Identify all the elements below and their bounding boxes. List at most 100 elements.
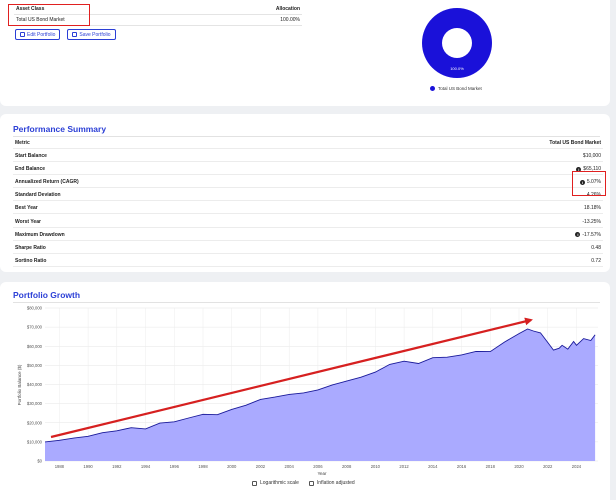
allocation-header-row: Asset Class Allocation	[14, 4, 302, 15]
metric-value: $65,110	[583, 166, 601, 173]
metric-value: 0.48	[591, 244, 601, 251]
x-tick-label: 2004	[285, 464, 295, 469]
y-tick-label: $60,000	[27, 344, 43, 349]
table-row: Sortino Ratio 0.72	[13, 256, 603, 267]
edit-icon	[20, 32, 25, 37]
edit-portfolio-button[interactable]: Edit Portfolio	[15, 29, 61, 40]
donut-slice-label: 100.0%	[450, 66, 464, 71]
x-tick-label: 1996	[170, 464, 180, 469]
growth-line	[44, 328, 596, 443]
x-tick-label: 2014	[428, 464, 438, 469]
metric-label: Sortino Ratio	[15, 257, 47, 264]
table-row: End Balance i $65,110	[13, 164, 603, 176]
series-header: Total US Bond Market	[549, 140, 601, 146]
growth-title: Portfolio Growth	[13, 290, 81, 300]
metric-label: Worst Year	[15, 218, 41, 225]
metric-value: 0.72	[591, 257, 601, 264]
y-tick-label: $10,000	[27, 439, 43, 444]
x-tick-label: 2006	[313, 464, 323, 469]
metric-value: 5.07%	[586, 179, 601, 186]
metric-value: -13.25%	[582, 218, 601, 225]
x-tick-label: 1994	[141, 464, 151, 469]
x-tick-label: 1998	[198, 464, 208, 469]
x-tick-label: 1990	[83, 464, 93, 469]
x-tick-label: 2024	[572, 464, 582, 469]
x-tick-label: 2002	[256, 464, 266, 469]
metric-label: Sharpe Ratio	[15, 244, 46, 251]
metric-value: -17.57%	[582, 231, 601, 238]
x-tick-label: 2008	[342, 464, 352, 469]
metric-value-cell: 0.72	[591, 258, 603, 264]
y-tick-label: $80,000	[27, 306, 43, 311]
y-tick-label: $70,000	[27, 325, 43, 330]
metric-value-cell: 18.18%	[584, 205, 603, 211]
metric-label: Best Year	[15, 205, 38, 212]
allocation-donut-chart	[422, 8, 492, 78]
inflation-adjusted-checkbox[interactable]: Inflation adjusted	[308, 480, 355, 486]
legend-dot-icon	[430, 86, 435, 91]
metric-label: Maximum Drawdown	[15, 231, 65, 238]
donut-legend[interactable]: Total US Bond Market	[430, 86, 482, 91]
metric-value-cell: $10,000	[583, 153, 603, 159]
table-row: Worst Year -13.25%	[13, 217, 603, 228]
y-axis-label: Portfolio Balance ($)	[17, 364, 22, 405]
x-axis-label: Year	[317, 471, 327, 476]
save-icon	[72, 32, 78, 37]
table-row: Start Balance $10,000	[13, 151, 603, 162]
metric-value-cell: i $65,110	[576, 166, 603, 172]
edit-portfolio-label: Edit Portfolio	[27, 31, 56, 38]
y-tick-label: $0	[37, 459, 42, 464]
metric-value-cell: i -17.57%	[575, 232, 603, 238]
allocation-table: Asset Class Allocation Total US Bond Mar…	[14, 4, 302, 26]
metric-header: Metric	[15, 140, 30, 146]
legend-label: Total US Bond Market	[438, 86, 482, 91]
x-tick-label: 1988	[55, 464, 65, 469]
inflation-adjusted-label: Inflation adjusted	[316, 480, 355, 486]
metric-value-cell: 0.48	[591, 245, 603, 251]
growth-divider	[13, 302, 600, 303]
checkbox-icon	[308, 480, 314, 486]
y-tick-label: $20,000	[27, 420, 43, 425]
metric-label: Annualized Return (CAGR)	[15, 179, 79, 186]
table-row: Maximum Drawdown i -17.57%	[13, 230, 603, 241]
trend-arrow	[50, 317, 533, 439]
x-tick-label: 2020	[514, 464, 524, 469]
y-tick-label: $50,000	[27, 363, 43, 368]
x-tick-label: 2022	[543, 464, 553, 469]
allocation-card: Asset Class Allocation Total US Bond Mar…	[0, 0, 610, 106]
table-row: Annualized Return (CAGR) i 5.07%	[13, 177, 603, 189]
metric-value: 18.18%	[584, 205, 601, 212]
table-row: Total US Bond Market 100.00%	[14, 15, 302, 26]
metric-label: Start Balance	[15, 153, 47, 159]
x-tick-label: 2012	[399, 464, 409, 469]
info-icon[interactable]: i	[576, 166, 582, 172]
x-tick-label: 1992	[112, 464, 122, 469]
growth-area	[45, 329, 596, 461]
y-tick-label: $40,000	[27, 382, 43, 387]
metric-value-cell: i 5.07%	[579, 179, 603, 186]
x-tick-label: 2018	[486, 464, 496, 469]
x-tick-label: 2010	[371, 464, 381, 469]
y-tick-label: $30,000	[27, 401, 43, 406]
asset-allocation-value: 100.00%	[280, 17, 300, 23]
metric-value: $10,000	[582, 153, 601, 159]
log-scale-label: Logarithmic scale	[260, 480, 299, 486]
info-icon[interactable]: i	[579, 179, 585, 185]
log-scale-checkbox[interactable]: Logarithmic scale	[252, 480, 299, 486]
table-row: Sharpe Ratio 0.48	[13, 243, 603, 254]
save-portfolio-button[interactable]: Save Portfolio	[67, 29, 116, 40]
checkbox-icon	[252, 480, 257, 486]
performance-header-row: Metric Total US Bond Market	[13, 138, 603, 149]
allocation-header: Allocation	[275, 6, 300, 12]
save-portfolio-label: Save Portfolio	[79, 31, 111, 38]
metric-label: Standard Deviation	[15, 192, 61, 199]
x-tick-label: 2016	[457, 464, 467, 469]
info-icon[interactable]: i	[575, 232, 581, 238]
metric-value-cell: -13.25%	[582, 219, 603, 225]
performance-divider	[13, 136, 600, 137]
asset-name: Total US Bond Market	[16, 17, 65, 23]
performance-title: Performance Summary	[13, 124, 107, 134]
metric-label: End Balance	[15, 166, 46, 173]
asset-class-header: Asset Class	[16, 6, 45, 12]
